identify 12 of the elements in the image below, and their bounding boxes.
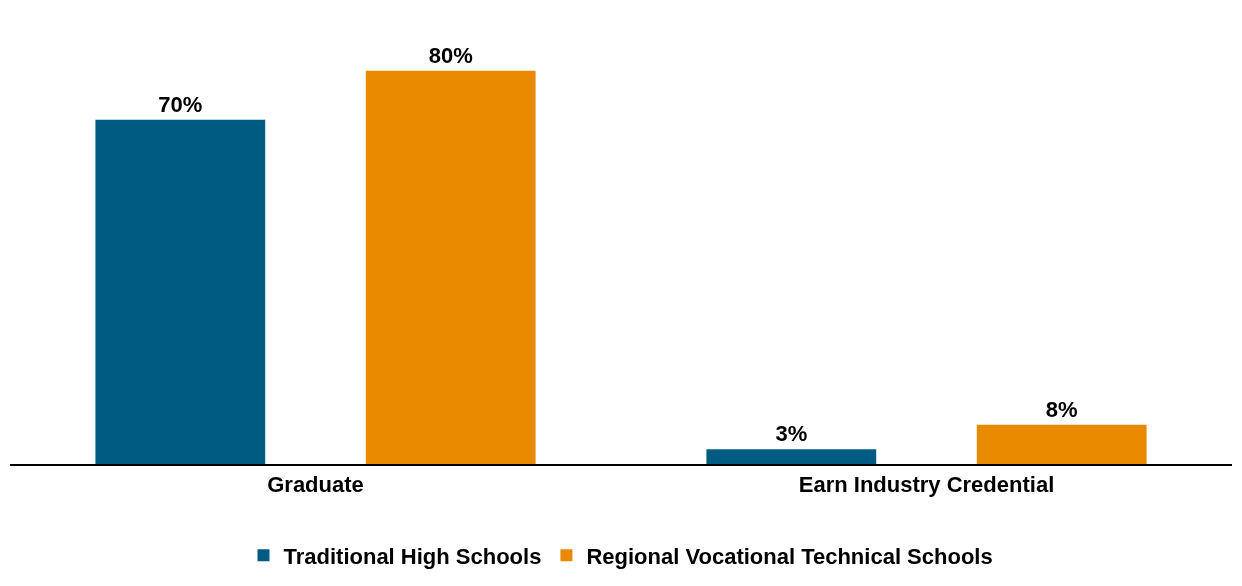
legend-label: Traditional High Schools <box>283 543 542 569</box>
data-label: 70% <box>158 91 203 117</box>
data-label: 8% <box>1045 396 1078 422</box>
bar <box>365 70 536 464</box>
data-label: 3% <box>775 421 808 447</box>
x-tick-label: Earn Industry Credential <box>798 471 1055 497</box>
x-tick-label: Graduate <box>267 471 364 497</box>
bar <box>706 449 877 464</box>
data-label: 80% <box>428 42 473 68</box>
legend-label: Regional Vocational Technical Schools <box>586 543 993 569</box>
bar <box>976 424 1147 464</box>
bar <box>95 119 266 464</box>
